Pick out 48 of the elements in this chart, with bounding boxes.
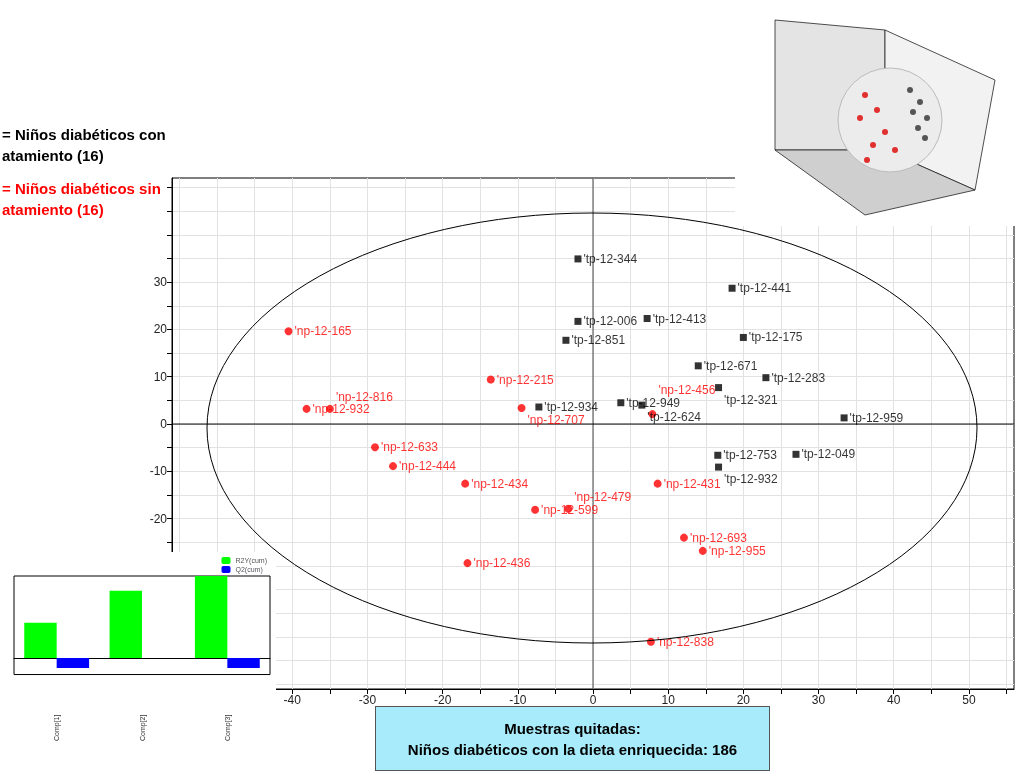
- y-tick-label: -10: [149, 464, 168, 479]
- data-label: 'np-12-693: [689, 530, 748, 545]
- data-label: 'tp-12-934: [544, 400, 599, 414]
- data-label: 'np-12-479: [574, 489, 632, 504]
- data-label: 'np-12-431: [663, 476, 721, 491]
- data-label: 'np-12-456: [658, 383, 716, 398]
- x-tick-label: 50: [962, 693, 976, 707]
- x-tick-label: -20: [433, 693, 452, 707]
- x-tick-label: -10: [509, 693, 527, 707]
- data-label: 'tp-12-413: [652, 311, 707, 326]
- x-tick-label: 20: [736, 693, 751, 707]
- data-label: 'np-12-816: [335, 389, 394, 404]
- data-label: 'np-12-955: [708, 543, 767, 558]
- data-label: 'tp-12-959: [849, 410, 904, 425]
- x-tick-label: 30: [811, 693, 826, 707]
- text: Muestras quitadas: Niños diabéticos con la dieta enriquecida: 186: [375, 706, 770, 771]
- data-label: 'tp-12-344: [583, 251, 638, 266]
- text: = Niños diabéticos con atamiento (16): [2, 125, 167, 166]
- data-label: 'tp-12-049: [801, 447, 856, 462]
- y-tick-label: 20: [153, 322, 168, 337]
- x-tick-label: 10: [661, 693, 676, 707]
- data-label: 'tp-12-753: [723, 448, 778, 463]
- data-label: 'np-12-165: [294, 324, 352, 339]
- data-label: 'tp-12-671: [703, 358, 758, 373]
- data-label: 'tp-12-441: [737, 281, 792, 296]
- data-label: 'np-12-215: [496, 372, 555, 387]
- data-label: 'tp-12-321: [724, 392, 779, 407]
- data-label: 'np-12-434: [471, 476, 529, 491]
- data-label: 'np-12-633: [380, 440, 439, 455]
- data-label: 'tp-12-932: [724, 472, 779, 487]
- text: = Niños diabéticos sin atamiento (16): [2, 179, 162, 220]
- y-tick-label: 0: [160, 417, 168, 432]
- x-tick-label: -30: [358, 693, 377, 707]
- y-tick-label: 10: [153, 369, 168, 384]
- x-tick-label: 0: [589, 693, 597, 707]
- x-tick-label: -40: [283, 693, 302, 707]
- data-label: 'np-12-436: [473, 556, 531, 571]
- data-label: 'np-12-838: [656, 634, 715, 649]
- data-label: 'np-12-444: [399, 459, 457, 474]
- data-label: 'tp-12-283: [771, 370, 826, 385]
- data-label: 'tp-12-851: [571, 333, 626, 348]
- data-label: 'tp-12-175: [748, 330, 803, 345]
- data-label: 'tp-12-949: [626, 395, 681, 410]
- data-label: 'tp-12-624: [647, 410, 702, 425]
- y-tick-label: 30: [153, 275, 168, 290]
- y-tick-label: -20: [149, 511, 168, 526]
- data-label: 'tp-12-006: [583, 314, 638, 329]
- x-tick-label: 40: [887, 693, 901, 707]
